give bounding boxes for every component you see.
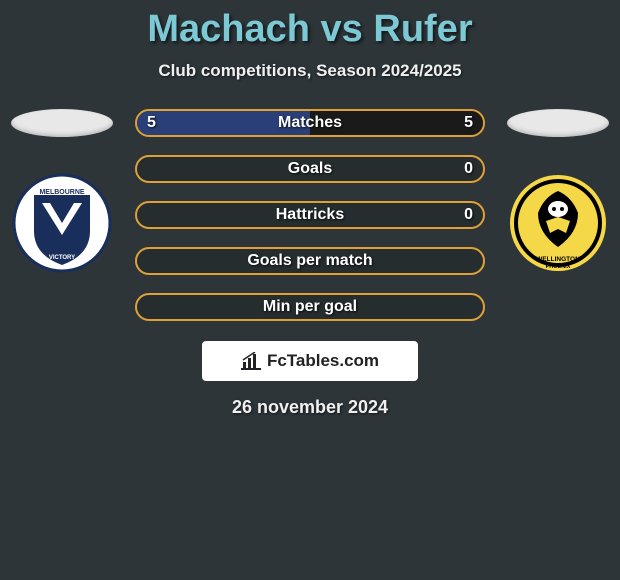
left-team-badge: MELBOURNE VICTORY [12,173,112,273]
stat-label: Hattricks [276,206,344,224]
comparison-subtitle: Club competitions, Season 2024/2025 [0,61,620,81]
stat-bar: Goals per match [135,247,485,275]
left-player-column: MELBOURNE VICTORY [7,109,117,273]
left-player-avatar [11,109,113,137]
attribution-text: FcTables.com [267,351,379,371]
right-team-badge: WELLINGTON PHOENIX [508,173,608,273]
stat-label: Min per goal [263,298,357,316]
attribution-box: FcTables.com [202,341,418,381]
stat-bar: Hattricks 0 [135,201,485,229]
stat-bars-container: 5 Matches 5 Goals 0 Hattricks 0 Goals per match… [135,109,485,321]
stat-label: Matches [278,114,342,132]
stat-label: Goals per match [247,252,372,270]
stat-bar: Goals 0 [135,155,485,183]
stat-bar: Min per goal [135,293,485,321]
stat-label: Goals [288,160,332,178]
svg-text:PHOENIX: PHOENIX [546,264,571,270]
stat-value-right: 5 [464,114,473,132]
comparison-date: 26 november 2024 [0,397,620,418]
stat-bar: 5 Matches 5 [135,109,485,137]
svg-text:MELBOURNE: MELBOURNE [39,189,84,196]
chart-icon [241,352,261,370]
svg-text:WELLINGTON: WELLINGTON [536,256,580,263]
svg-text:VICTORY: VICTORY [49,255,75,261]
stat-value-right: 0 [464,160,473,178]
stat-value-right: 0 [464,206,473,224]
comparison-body: MELBOURNE VICTORY 5Matches5Goals0Hattric… [0,109,620,321]
right-player-avatar [507,109,609,137]
comparison-title: Machach vs Rufer [0,0,620,51]
stat-value-left: 5 [147,114,156,132]
right-player-column: WELLINGTON PHOENIX [503,109,613,273]
